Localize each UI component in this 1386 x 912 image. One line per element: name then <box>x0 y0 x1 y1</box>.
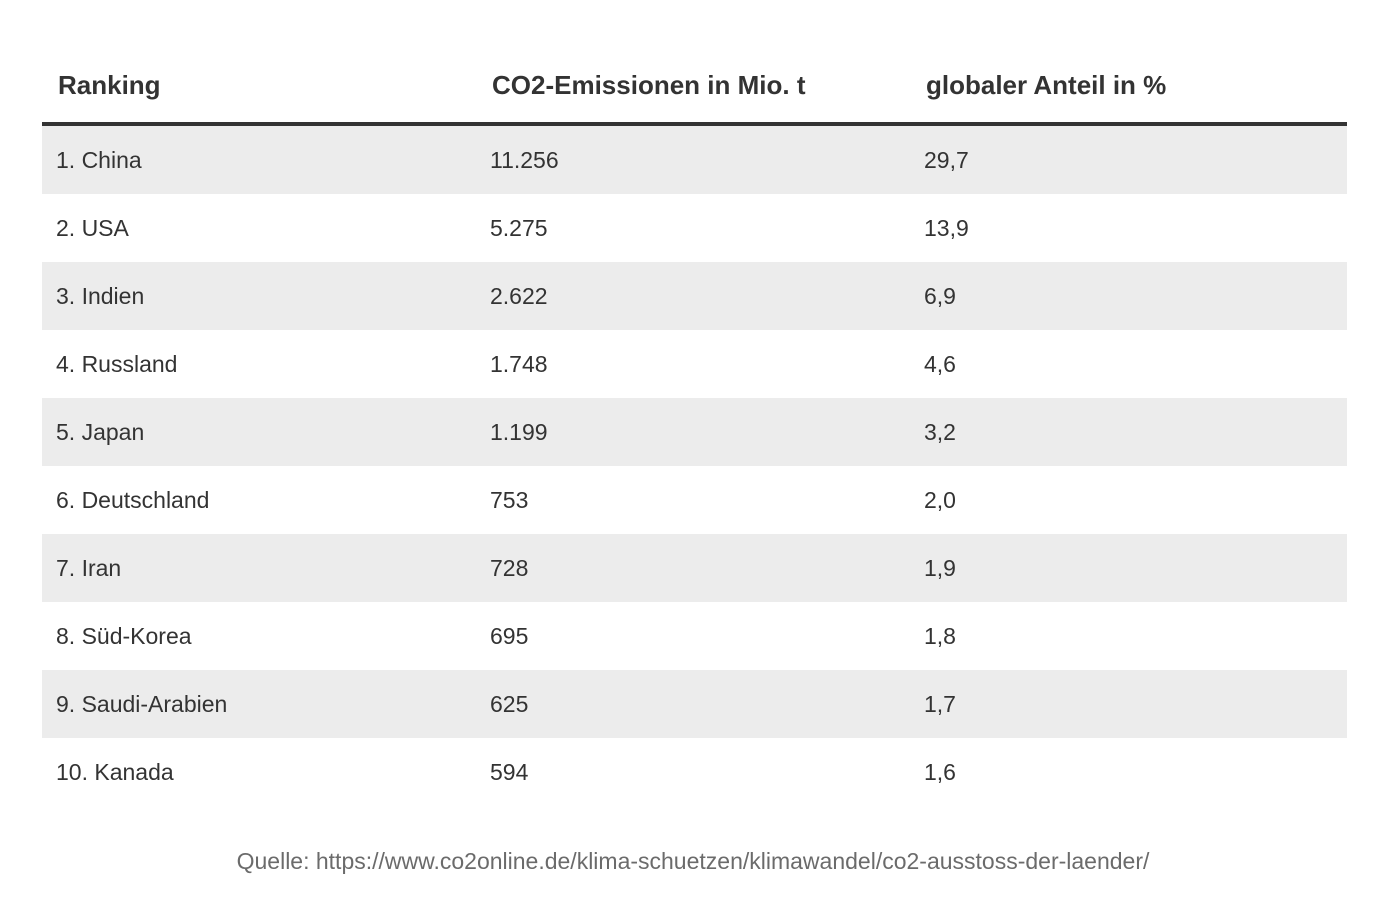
cell-ranking: 7. Iran <box>56 554 122 581</box>
cell-emissions: 1.199 <box>490 418 548 445</box>
table-row: 5. Japan 1.199 3,2 <box>42 398 1347 466</box>
cell-ranking: 10. Kanada <box>56 758 174 785</box>
table-row: 7. Iran 728 1,9 <box>42 534 1347 602</box>
cell-ranking: 6. Deutschland <box>56 486 210 513</box>
table-row: 4. Russland 1.748 4,6 <box>42 330 1347 398</box>
cell-share: 6,9 <box>924 282 956 309</box>
table-header-row: Ranking CO2-Emissionen in Mio. t globale… <box>42 48 1347 126</box>
cell-emissions: 728 <box>490 554 529 581</box>
cell-share: 1,6 <box>924 758 956 785</box>
header-global-share: globaler Anteil in % <box>926 69 1167 100</box>
table-row: 10. Kanada 594 1,6 <box>42 738 1347 806</box>
cell-emissions: 753 <box>490 486 529 513</box>
cell-ranking: 4. Russland <box>56 350 178 377</box>
cell-ranking: 5. Japan <box>56 418 145 445</box>
emissions-table: Ranking CO2-Emissionen in Mio. t globale… <box>42 48 1347 806</box>
cell-emissions: 2.622 <box>490 282 548 309</box>
cell-ranking: 3. Indien <box>56 282 145 309</box>
cell-emissions: 625 <box>490 690 529 717</box>
table-row: 8. Süd-Korea 695 1,8 <box>42 602 1347 670</box>
table-row: 6. Deutschland 753 2,0 <box>42 466 1347 534</box>
table-row: 1. China 11.256 29,7 <box>42 126 1347 194</box>
cell-ranking: 8. Süd-Korea <box>56 622 192 649</box>
source-note: Quelle: https://www.co2online.de/klima-s… <box>236 848 1150 874</box>
cell-emissions: 695 <box>490 622 529 649</box>
table-body: 1. China 11.256 29,7 2. USA 5.275 13,9 3… <box>42 126 1347 806</box>
cell-share: 4,6 <box>924 350 956 377</box>
cell-emissions: 594 <box>490 758 529 785</box>
cell-emissions: 1.748 <box>490 350 548 377</box>
cell-share: 2,0 <box>924 486 956 513</box>
cell-ranking: 9. Saudi-Arabien <box>56 690 228 717</box>
cell-share: 29,7 <box>924 146 969 173</box>
header-ranking: Ranking <box>58 69 161 100</box>
header-co2-emissions: CO2-Emissionen in Mio. t <box>492 69 806 100</box>
cell-share: 13,9 <box>924 214 969 241</box>
cell-ranking: 2. USA <box>56 214 129 241</box>
table-row: 3. Indien 2.622 6,9 <box>42 262 1347 330</box>
cell-share: 1,8 <box>924 622 956 649</box>
cell-ranking: 1. China <box>56 146 142 173</box>
table-row: 2. USA 5.275 13,9 <box>42 194 1347 262</box>
table-row: 9. Saudi-Arabien 625 1,7 <box>42 670 1347 738</box>
cell-share: 1,7 <box>924 690 956 717</box>
cell-share: 1,9 <box>924 554 956 581</box>
cell-emissions: 5.275 <box>490 214 548 241</box>
cell-emissions: 11.256 <box>490 146 559 173</box>
cell-share: 3,2 <box>924 418 956 445</box>
